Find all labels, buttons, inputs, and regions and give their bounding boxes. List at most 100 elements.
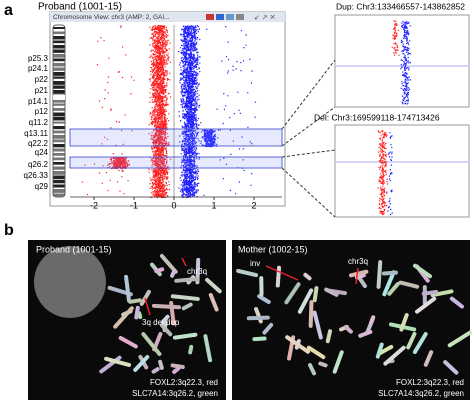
ideogram-band — [53, 81, 65, 85]
chromosome — [141, 332, 162, 357]
arrow — [181, 257, 187, 267]
chromosome — [151, 367, 160, 374]
connector — [281, 149, 336, 158]
del-inset — [334, 124, 470, 218]
window-title: Chromosome View: chr3 (AMP: 2, GAI... — [53, 14, 170, 21]
chromosome — [104, 356, 132, 367]
ideogram-band — [53, 58, 65, 62]
chromosome — [354, 273, 366, 280]
panel-label: a — [4, 2, 13, 19]
chromosome — [128, 298, 142, 304]
chromosome — [257, 294, 271, 305]
ideogram-band — [53, 184, 65, 188]
chromosome — [382, 270, 396, 297]
chromosome — [308, 300, 314, 328]
ideogram-band — [53, 27, 65, 30]
ideogram-band — [53, 148, 65, 152]
chromosome — [357, 276, 367, 289]
ideogram-band — [53, 49, 65, 53]
image-title: Proband (1001-15) — [36, 244, 112, 254]
chromosome — [421, 289, 439, 296]
ideogram-band — [53, 103, 65, 106]
chromosome — [252, 336, 267, 342]
chromosome — [188, 344, 194, 355]
chromosome — [413, 263, 433, 279]
band-label: q26.2 — [28, 160, 49, 169]
caption: FOXL2:3q22.3, red — [396, 378, 464, 387]
connector — [281, 167, 336, 218]
chromosome — [308, 363, 317, 376]
image-title: Mother (1002-15) — [238, 244, 308, 254]
window-icons: ↙ ↗ ✕ — [206, 14, 276, 21]
ideogram-band — [53, 193, 65, 197]
chromosome — [246, 315, 270, 321]
ideogram-band — [53, 85, 65, 89]
x-tick-label: 2 — [251, 200, 256, 210]
del-inset-title: Del: Chr3:169599118-174713426 — [314, 112, 440, 122]
chromosome — [332, 350, 344, 374]
caption: FOXL2:3q22.3, red — [150, 378, 218, 387]
highlight — [69, 128, 283, 147]
highlight — [69, 156, 283, 169]
ideogram-band — [53, 180, 65, 184]
band-label: q13.11 — [24, 129, 48, 138]
ideogram-band — [53, 36, 65, 40]
band-label: q11.2 — [29, 118, 49, 127]
chromosome — [449, 296, 465, 309]
ideogram-band — [53, 130, 65, 134]
chromosome — [154, 267, 165, 274]
band-label: q26.33 — [24, 171, 49, 180]
chromosome — [124, 274, 131, 303]
mother-image — [232, 240, 470, 400]
band-label: p14.1 — [28, 97, 49, 106]
chromosome — [306, 345, 326, 360]
arrow — [144, 297, 151, 316]
chromosome — [318, 361, 328, 368]
ideogram-band — [53, 175, 65, 180]
chromosome — [399, 313, 409, 332]
window-titlebar — [50, 12, 285, 22]
x-tick-label: 0 — [171, 200, 176, 210]
x-tick-label: -2 — [90, 200, 98, 210]
chromosome — [159, 323, 173, 337]
probe-cloud — [377, 130, 388, 215]
chromosome — [381, 270, 398, 276]
probe-cloud — [148, 25, 172, 199]
x-tick-label: 1 — [211, 200, 216, 210]
chromosome — [325, 329, 333, 344]
dup-inset-title: Dup: Chr3:133466557-143862852 — [336, 1, 465, 11]
ideogram-band — [53, 108, 65, 111]
ideogram-band — [53, 171, 65, 175]
chromosome — [170, 294, 200, 301]
band-label: q29 — [35, 182, 49, 191]
chromosome — [203, 334, 213, 363]
chromosome — [377, 344, 394, 356]
chromosome — [259, 276, 264, 297]
chromosome — [414, 296, 437, 314]
probe-cloud — [200, 129, 220, 148]
chromosome — [181, 302, 193, 311]
ideogram-band — [53, 63, 65, 67]
probe-cloud — [107, 157, 130, 170]
ideogram-band — [53, 153, 65, 156]
band-label: p21 — [35, 86, 49, 95]
ideogram-band — [53, 135, 65, 139]
annotation: 3q del,dup — [142, 318, 180, 327]
band-label: p12 — [35, 107, 49, 116]
chromosome — [158, 359, 164, 370]
band-label: q24 — [35, 148, 49, 157]
chromosome — [430, 289, 454, 298]
chromosome — [343, 324, 353, 334]
caption: SLC7A14:3q26.2, green — [378, 389, 464, 398]
caption: SLC7A14:3q26.2, green — [132, 389, 218, 398]
ideogram-band — [53, 144, 65, 148]
chromosome — [447, 330, 472, 348]
chromosome — [174, 276, 200, 283]
chromosome — [172, 366, 181, 374]
chromosome — [369, 315, 376, 325]
chromosome — [285, 335, 310, 354]
connector — [281, 106, 336, 147]
chromosome — [113, 306, 134, 329]
x-tick-label: -1 — [130, 200, 138, 210]
nucleus — [34, 246, 106, 318]
